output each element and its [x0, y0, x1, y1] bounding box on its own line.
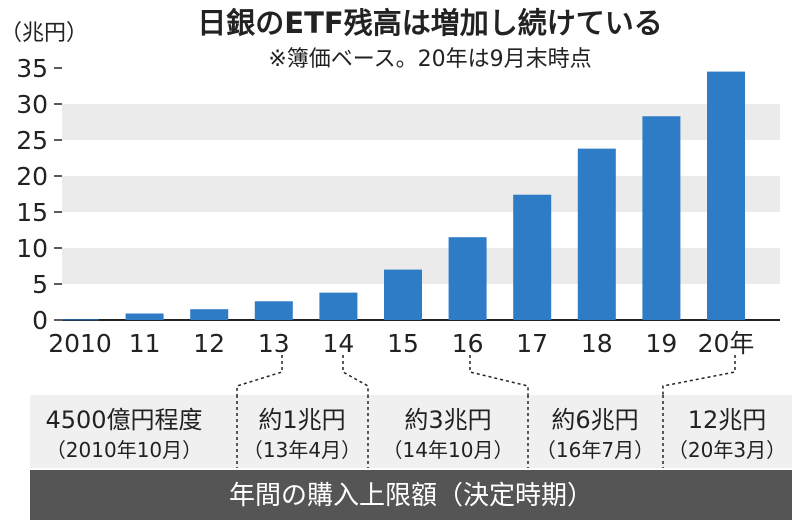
x-tick-label: 18: [581, 329, 613, 358]
bar-20年: [707, 71, 745, 320]
x-tick-label: 13: [258, 329, 290, 358]
footer-label: 年間の購入上限額（決定時期）: [229, 481, 593, 511]
bar-18: [577, 148, 616, 320]
connector-20: [662, 355, 736, 395]
y-tick-label: 35: [16, 54, 48, 83]
limit-date-1: （2010年10月）: [46, 438, 202, 462]
y-tick-label: 30: [16, 90, 48, 119]
limit-amount-1: 4500億円程度: [45, 406, 202, 434]
y-tick-label: 25: [16, 126, 48, 155]
bar-17: [513, 194, 552, 320]
y-tick-label: 10: [16, 234, 48, 263]
bar-16: [448, 237, 487, 320]
limits-dividers: [236, 395, 664, 468]
chart-subtitle: ※簿価ベース。20年は9月末時点: [268, 47, 591, 72]
limit-amount-3: 約3兆円: [404, 406, 491, 434]
period-connectors: [236, 355, 736, 395]
connector-14: [342, 355, 369, 395]
x-tick-label: 15: [387, 329, 419, 358]
x-tick-label: 17: [516, 329, 548, 358]
connector-13: [236, 355, 283, 395]
x-tick-label: 12: [193, 329, 225, 358]
bar-2010: [61, 319, 99, 321]
chart-title: 日銀のETF残高は増加し続けている: [197, 6, 662, 40]
bar-11: [125, 313, 164, 320]
limit-date-4: （16年7月）: [536, 438, 654, 462]
limit-date-3: （14年10月）: [383, 438, 514, 462]
footer-bar: [30, 470, 792, 520]
bar-12: [190, 309, 229, 320]
bar-15: [384, 269, 422, 320]
y-tick-label: 0: [32, 306, 48, 335]
x-tick-label: 20年: [698, 329, 755, 358]
y-tick-label: 15: [16, 198, 48, 227]
limit-amount-4: 約6兆円: [551, 406, 638, 434]
bar-14: [319, 292, 358, 320]
limits-box-bg: [30, 395, 792, 468]
y-tick-label: 5: [32, 270, 48, 299]
bar-13: [254, 301, 293, 320]
x-tick-label: 19: [645, 329, 677, 358]
y-tick-label: 20: [16, 162, 48, 191]
limit-amount-2: 約1兆円: [258, 406, 345, 434]
bars: [61, 71, 745, 321]
x-axis-ticks: 2010 11 12 13 14 15 16 17 18 19 20年: [48, 329, 754, 358]
x-tick-label: 11: [129, 329, 161, 358]
x-tick-label: 2010: [48, 329, 112, 358]
limit-date-2: （13年4月）: [243, 438, 361, 462]
x-tick-label: 14: [322, 329, 354, 358]
x-tick-label: 16: [452, 329, 484, 358]
limit-amount-5: 12兆円: [688, 406, 767, 434]
connector-16: [469, 355, 529, 395]
y-axis-unit-label: （兆円）: [0, 21, 88, 46]
limit-date-5: （20年3月）: [668, 438, 786, 462]
y-axis-ticks: 0 5 10 15 20 25 30 35: [16, 54, 62, 335]
bar-19: [642, 116, 681, 321]
